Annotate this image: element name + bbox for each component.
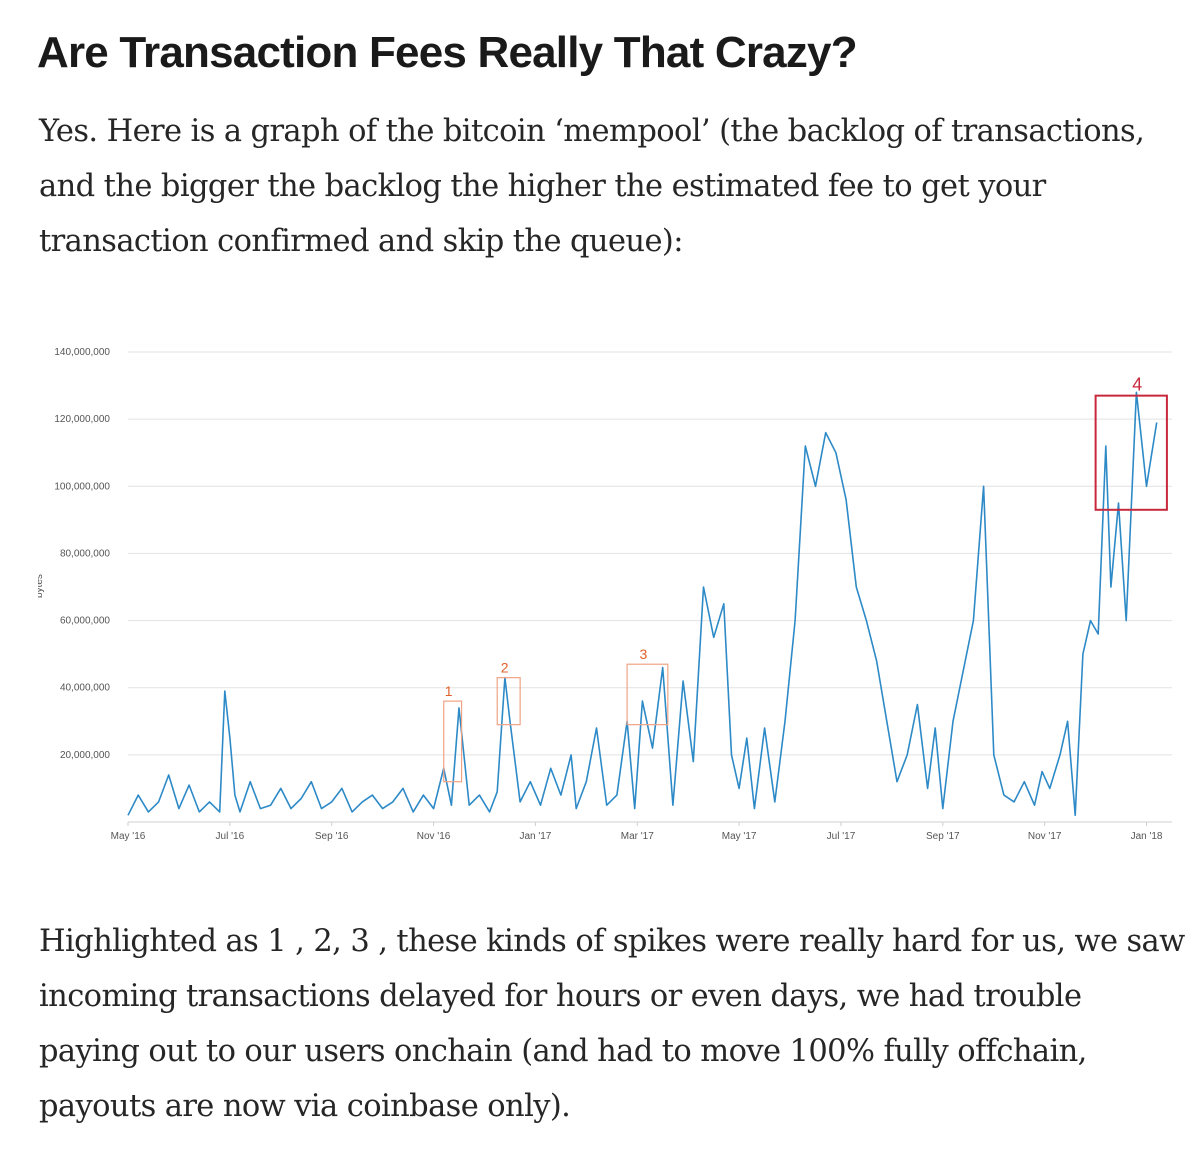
- mempool-series-line: [127, 391, 1158, 817]
- x-tick-label: Jul '17: [827, 831, 856, 842]
- x-tick-label: May '16: [111, 831, 146, 842]
- intro-paragraph: Yes. Here is a graph of the bitcoin ‘mem…: [39, 114, 1145, 259]
- y-tick-label: 140,000,000: [54, 347, 110, 358]
- mempool-chart: 20,000,000 40,000,000 60,000,000 80,000,000…: [38, 330, 1188, 854]
- x-tick-label: Nov '16: [417, 831, 451, 842]
- y-tick-label: 120,000,000: [54, 414, 110, 425]
- y-tick-label: 80,000,000: [60, 548, 110, 559]
- y-tick-label: 60,000,000: [60, 616, 110, 627]
- x-tick-label: May '17: [722, 831, 757, 842]
- x-tick-label: Jul '16: [216, 831, 245, 842]
- x-tick-label: Nov '17: [1028, 831, 1062, 842]
- x-tick-label: Mar '17: [621, 831, 654, 842]
- highlight-label-1: 1: [445, 683, 453, 699]
- highlight-label-2: 2: [501, 660, 509, 676]
- highlight-label-4: 4: [1132, 375, 1142, 395]
- highlight-box-4: [1094, 394, 1168, 511]
- mempool-chart-svg: 20,000,000 40,000,000 60,000,000 80,000,000…: [38, 347, 1172, 842]
- x-tick-label: Sep '17: [926, 831, 960, 842]
- x-tick-label: Jan '17: [519, 831, 551, 842]
- highlight-box-1: [443, 700, 463, 783]
- y-tick-label: 40,000,000: [60, 683, 110, 694]
- y-axis-label: bytes: [38, 574, 45, 598]
- highlight-box-2: [496, 677, 521, 726]
- x-tick-label: Sep '16: [315, 831, 349, 842]
- article-heading: Are Transaction Fees Really That Crazy?: [37, 28, 858, 77]
- x-tick-label: Jan '18: [1131, 831, 1163, 842]
- highlight-label-3: 3: [640, 646, 648, 662]
- followup-paragraph: Highlighted as 1 , 2, 3 , these kinds of…: [39, 924, 1185, 1124]
- y-tick-label: 20,000,000: [60, 750, 110, 761]
- highlight-box-3: [626, 663, 669, 726]
- y-tick-label: 100,000,000: [54, 481, 110, 492]
